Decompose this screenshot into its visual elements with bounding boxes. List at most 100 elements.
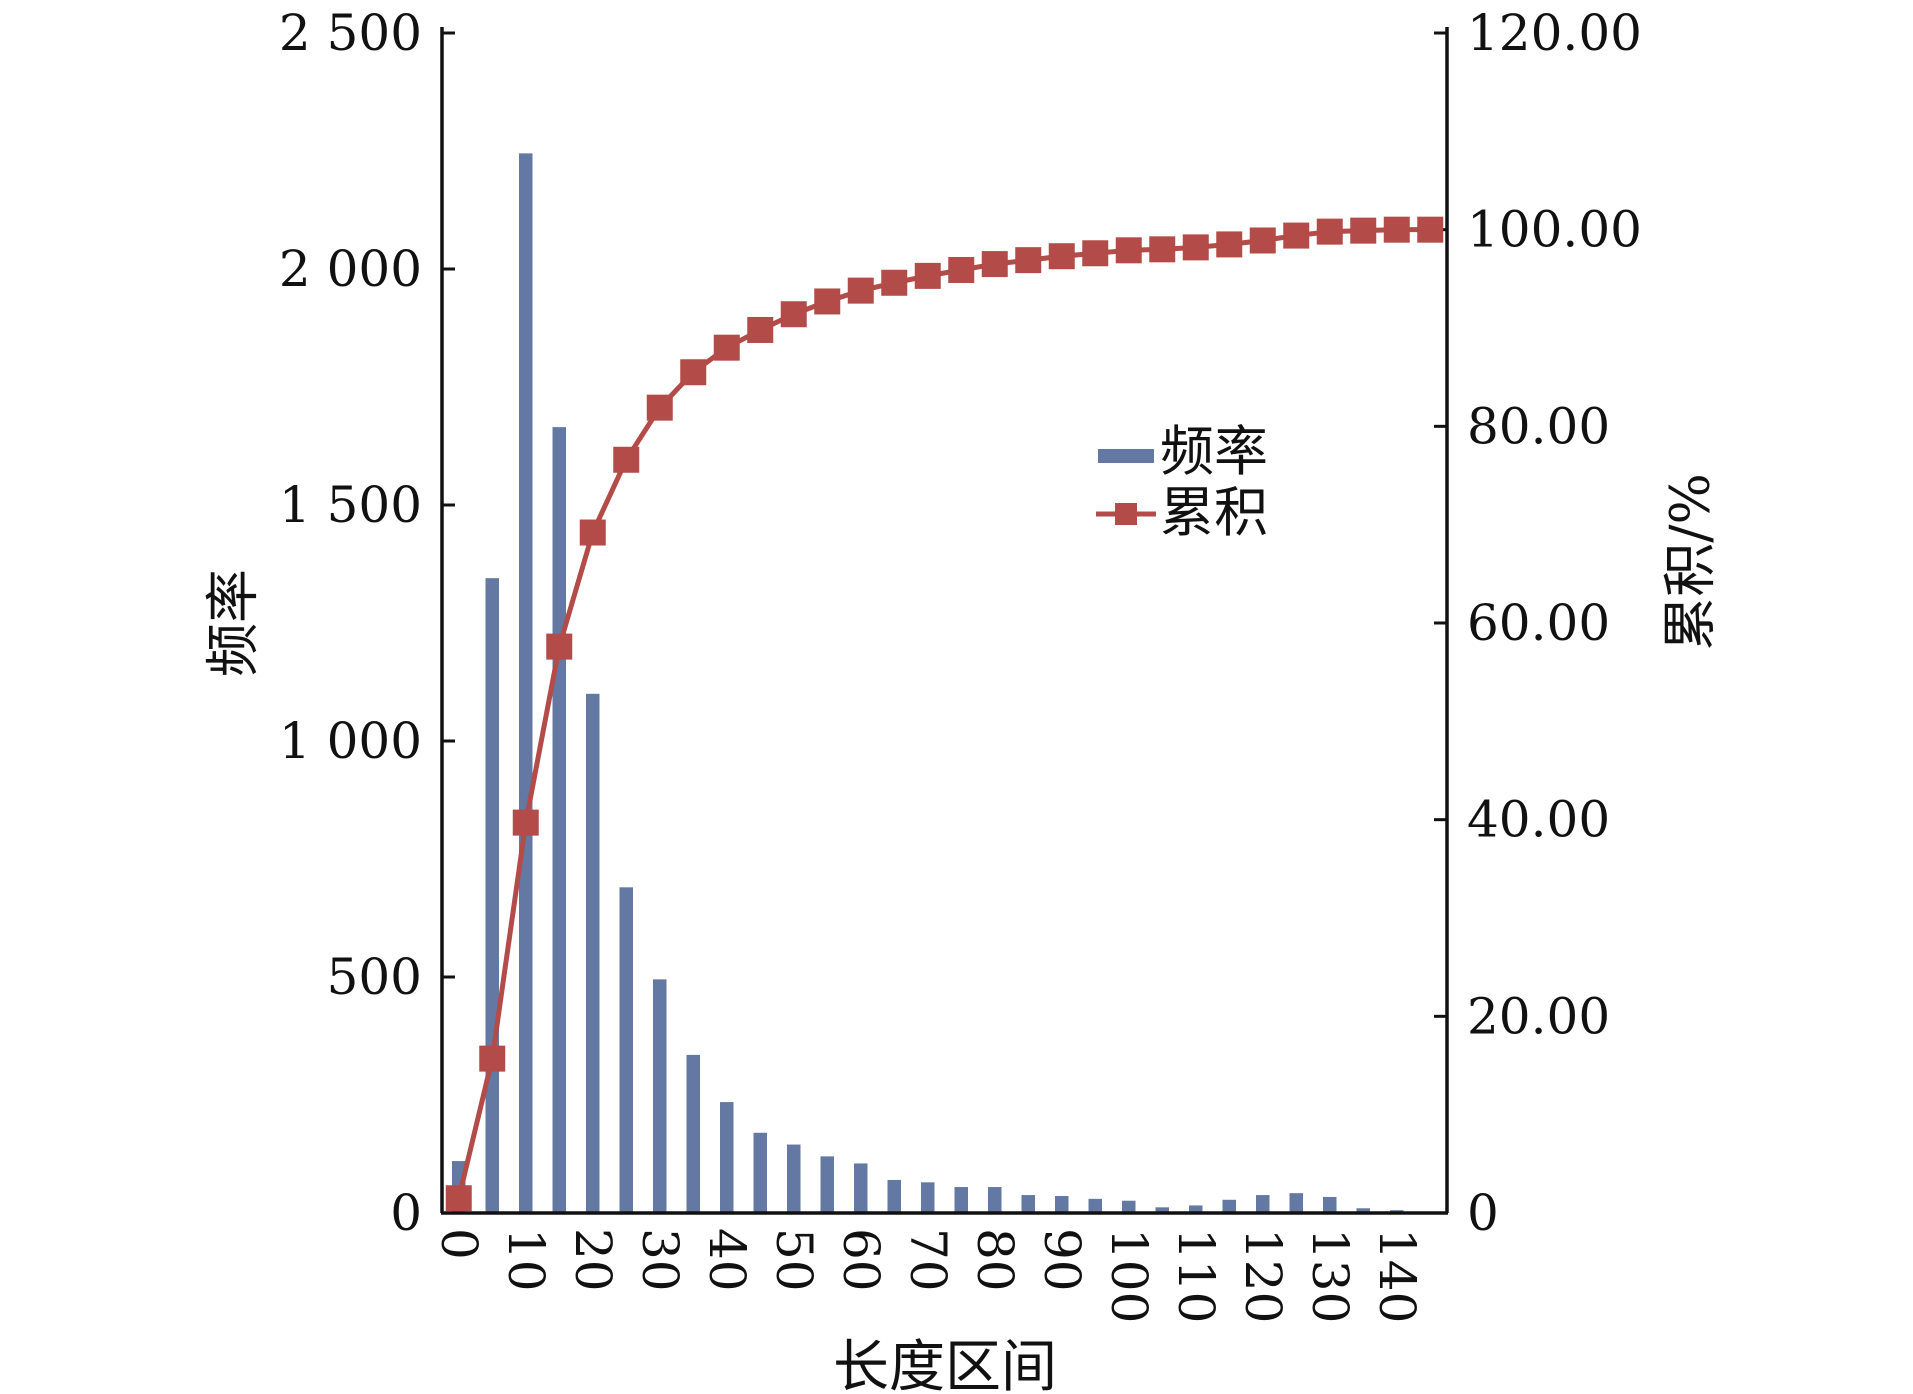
right-tick-label-5: 100.00	[1467, 201, 1642, 259]
bar-19	[1088, 1198, 1102, 1213]
x-tick-group-11: 110	[1167, 1228, 1225, 1323]
left-tick-label-4: 2 000	[279, 240, 422, 298]
line-point-22	[1182, 234, 1209, 261]
bar-23	[1222, 1199, 1236, 1213]
x-tick-label-2: 20	[564, 1228, 622, 1292]
right-tick-label-3: 60.00	[1467, 594, 1610, 652]
x-tick-label-10: 100	[1100, 1228, 1158, 1323]
line-point-19	[1082, 240, 1109, 267]
bar-13	[887, 1179, 901, 1213]
x-tick-group-9: 90	[1033, 1228, 1091, 1292]
right-tick-label-1: 20.00	[1467, 987, 1610, 1045]
x-tick-label-0: 0	[430, 1228, 488, 1260]
line-point-14	[914, 262, 941, 289]
bar-12	[854, 1163, 868, 1213]
bar-11	[820, 1156, 834, 1213]
line-layer	[445, 216, 1444, 1212]
x-tick-label-6: 60	[832, 1228, 890, 1292]
line-point-12	[847, 277, 874, 304]
x-tick-group-3: 30	[631, 1228, 689, 1292]
bar-27	[1356, 1208, 1370, 1213]
bar-1	[485, 578, 499, 1213]
x-tick-label-5: 50	[765, 1228, 823, 1292]
x-tick-label-8: 80	[966, 1228, 1024, 1292]
x-tick-label-13: 130	[1301, 1228, 1359, 1323]
line-point-15	[948, 256, 975, 283]
bar-24	[1256, 1195, 1270, 1213]
x-tick-group-13: 130	[1301, 1228, 1359, 1323]
bar-7	[686, 1054, 700, 1213]
line-point-11	[814, 288, 841, 315]
right-tick-label-2: 40.00	[1467, 791, 1610, 849]
right-tick-label-6: 120.00	[1467, 4, 1642, 62]
bar-26	[1323, 1196, 1337, 1213]
line-point-28	[1383, 216, 1410, 243]
line-point-1	[479, 1045, 506, 1072]
x-tick-label-14: 140	[1368, 1228, 1426, 1323]
bar-25	[1289, 1193, 1303, 1213]
line-point-10	[780, 301, 807, 328]
line-point-21	[1149, 236, 1176, 263]
bar-3	[552, 427, 566, 1213]
bar-20	[1122, 1200, 1136, 1213]
bar-10	[787, 1144, 801, 1213]
axes-layer	[440, 27, 1449, 1215]
y2-axis-title: 累积/%	[1659, 473, 1722, 651]
x-tick-group-14: 140	[1368, 1228, 1426, 1323]
line-point-18	[1048, 243, 1075, 270]
bar-15	[954, 1187, 968, 1213]
bar-5	[619, 887, 633, 1213]
line-point-29	[1417, 216, 1444, 243]
line-point-13	[881, 269, 908, 296]
legend-swatch-bar	[1098, 449, 1154, 463]
bar-21	[1155, 1207, 1169, 1213]
y-axis-title: 频率	[202, 569, 265, 677]
line-point-9	[747, 316, 774, 343]
x-tick-label-11: 110	[1167, 1228, 1225, 1323]
x-tick-group-6: 60	[832, 1228, 890, 1292]
line-point-24	[1249, 227, 1276, 254]
bar-6	[653, 979, 667, 1213]
x-tick-group-1: 10	[497, 1228, 555, 1292]
y-axis-title-group: 频率	[202, 569, 265, 677]
bar-4	[586, 693, 600, 1213]
line-point-4	[579, 519, 606, 546]
bar-16	[988, 1187, 1002, 1213]
x-tick-group-8: 80	[966, 1228, 1024, 1292]
bar-2	[519, 153, 533, 1214]
line-point-2	[512, 809, 539, 836]
bar-18	[1055, 1196, 1069, 1213]
left-tick-label-1: 500	[327, 948, 422, 1006]
bar-14	[921, 1182, 935, 1213]
line-point-16	[981, 251, 1008, 278]
right-tick-label-0: 0	[1467, 1184, 1499, 1242]
line-point-0	[445, 1185, 472, 1212]
line-point-26	[1316, 218, 1343, 245]
x-tick-label-9: 90	[1033, 1228, 1091, 1292]
cumulative-line	[456, 227, 1431, 1199]
legend-label-line: 累积	[1160, 481, 1268, 544]
line-point-17	[1015, 247, 1042, 274]
line-point-3	[546, 633, 573, 660]
left-tick-label-5: 2 500	[279, 4, 422, 62]
x-tick-group-7: 70	[899, 1228, 957, 1292]
line-point-5	[613, 446, 640, 473]
line-point-27	[1350, 217, 1377, 244]
left-tick-label-0: 0	[390, 1184, 422, 1242]
y2-axis-title-group: 累积/%	[1659, 473, 1722, 651]
bar-8	[720, 1102, 734, 1213]
x-tick-label-1: 10	[497, 1228, 555, 1292]
x-tick-group-4: 40	[698, 1228, 756, 1292]
right-tick-label-4: 80.00	[1467, 397, 1610, 455]
left-tick-label-3: 1 500	[279, 476, 422, 534]
x-tick-label-4: 40	[698, 1228, 756, 1292]
bar-22	[1189, 1205, 1203, 1213]
line-point-25	[1283, 222, 1310, 249]
x-tick-group-12: 120	[1234, 1228, 1292, 1323]
bar-9	[753, 1132, 767, 1213]
x-tick-group-5: 50	[765, 1228, 823, 1292]
x-tick-label-12: 120	[1234, 1228, 1292, 1323]
